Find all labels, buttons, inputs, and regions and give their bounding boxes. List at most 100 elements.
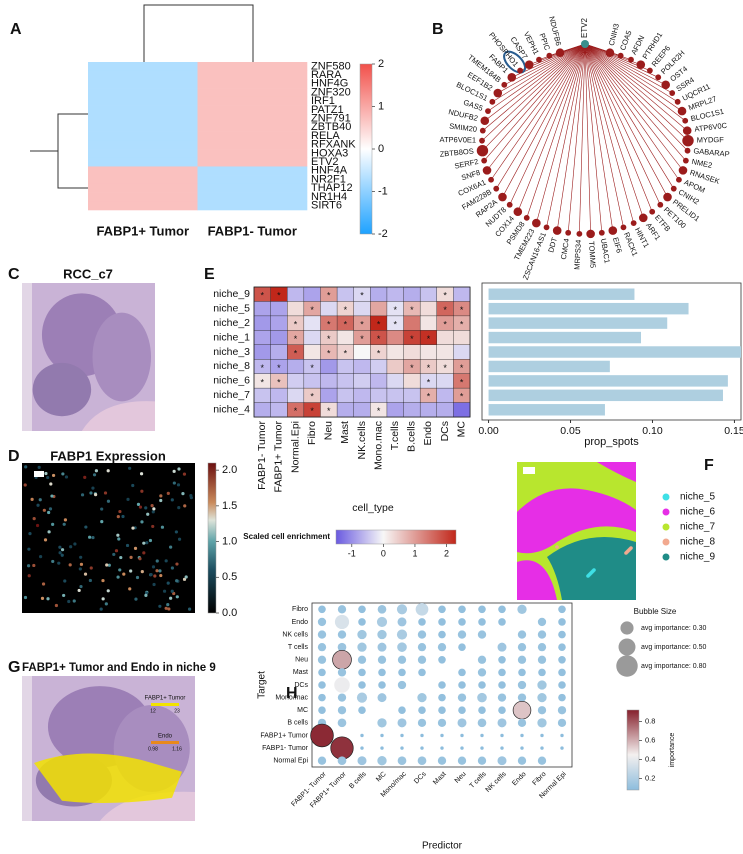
bubble (537, 680, 547, 690)
bubble (458, 618, 466, 626)
spot (155, 569, 159, 573)
colorbar-tick-label: 0.0 (222, 607, 237, 619)
spot (47, 530, 51, 534)
edge (509, 43, 586, 205)
heatmap-cell (370, 387, 388, 404)
row-label: HNF4G (311, 78, 348, 90)
bubble (377, 642, 387, 652)
edge (517, 43, 586, 212)
spot (151, 510, 155, 514)
row-label: niche_4 (213, 404, 250, 416)
bubble (497, 693, 507, 702)
spot (175, 562, 179, 566)
significance-mark: * (460, 305, 464, 315)
plot-frame (311, 602, 573, 768)
spot (68, 563, 72, 567)
column-label: T.cells (389, 421, 401, 450)
column-label: FABP1+ Tumor (96, 223, 189, 238)
heatmap-cell (419, 344, 438, 360)
significance-mark: * (277, 363, 281, 373)
row-label: PATZ1 (311, 104, 344, 116)
spot (148, 538, 153, 543)
bubble (458, 605, 466, 614)
overlay-legend-label: FABP1+ Tumor (145, 696, 186, 702)
panel-letter: D (8, 448, 20, 465)
edge (584, 43, 659, 78)
legend-label: niche_8 (680, 537, 715, 548)
heatmap-cell (303, 286, 321, 302)
significance-mark: * (261, 363, 265, 373)
heatmap-cell (197, 131, 308, 141)
heatmap-cell (320, 373, 338, 389)
bubble (417, 718, 427, 728)
spot (138, 557, 142, 561)
bubble (500, 733, 504, 738)
bubble (317, 642, 327, 652)
spot (162, 589, 167, 593)
heatmap-cell (419, 301, 438, 317)
panel-letter: G (8, 659, 20, 676)
heatmap-cell (270, 402, 288, 418)
bubble (537, 706, 547, 715)
column-label: B.cells (406, 421, 418, 452)
hub-label: ETV2 (580, 17, 589, 38)
spot (44, 471, 48, 476)
bubble (558, 630, 566, 639)
significance-mark: * (443, 319, 447, 329)
heatmap-cell (336, 286, 355, 302)
spot (160, 525, 165, 529)
bar (488, 360, 610, 373)
y-tick-label: NK cells (282, 631, 308, 638)
edge (584, 43, 614, 231)
bubble (337, 718, 347, 728)
heatmap-cell (197, 149, 308, 159)
bubble (358, 605, 366, 614)
gene-node (493, 88, 503, 98)
bubble (337, 668, 347, 677)
colorbar-tick-label: 1 (378, 100, 384, 112)
heatmap-cell (353, 387, 371, 404)
heatmap-cell (453, 402, 471, 418)
bubble (318, 681, 326, 689)
column-label: Endo (422, 421, 434, 446)
bubble (517, 680, 527, 690)
bubble (418, 618, 426, 626)
bubble (537, 617, 547, 627)
bar (488, 302, 689, 315)
row-label: NR1H4 (311, 191, 347, 203)
heatmap-cell (370, 286, 388, 302)
spot (60, 553, 64, 557)
bubble (337, 630, 347, 639)
spot (136, 502, 141, 506)
spot (164, 559, 168, 563)
edge (584, 43, 684, 171)
spot (84, 525, 88, 529)
gene-label: SMIM20 (449, 121, 478, 133)
x-tick-label: 0.15 (724, 425, 743, 437)
column-label: Mono.mac (372, 421, 384, 470)
bubble (558, 618, 566, 626)
size-legend-bubble (620, 621, 634, 635)
spot (28, 532, 32, 536)
significance-mark: * (443, 363, 447, 373)
bar (488, 317, 668, 329)
bubble (377, 718, 387, 728)
gene-node (524, 60, 534, 69)
spot (126, 497, 130, 501)
spot (103, 491, 108, 495)
spot (159, 573, 163, 578)
bar (488, 346, 741, 358)
heatmap-cell (419, 286, 438, 302)
edge (486, 43, 586, 171)
heatmap-cell (88, 122, 198, 132)
spot (46, 597, 50, 601)
bubble (457, 693, 467, 702)
spot (38, 498, 42, 502)
significance-mark: * (460, 363, 464, 373)
heatmap-cell (370, 373, 388, 389)
bubble (397, 617, 407, 627)
legend-swatch (662, 493, 670, 501)
bubble (438, 655, 446, 664)
bubble (318, 668, 326, 677)
